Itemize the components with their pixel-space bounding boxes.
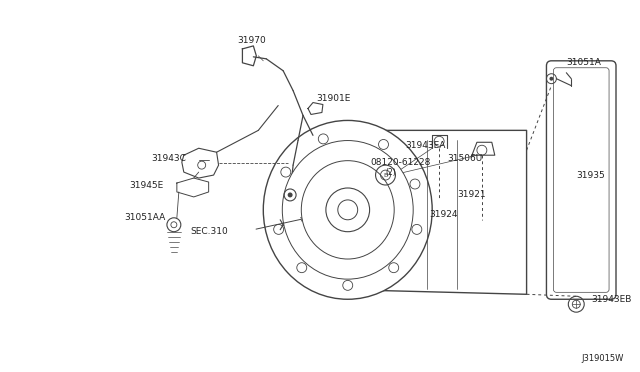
Text: 31901E: 31901E <box>316 94 350 103</box>
Text: 31924: 31924 <box>429 210 458 219</box>
Circle shape <box>549 77 554 81</box>
Text: 31051A: 31051A <box>566 58 601 67</box>
Text: 31921: 31921 <box>457 190 486 199</box>
FancyBboxPatch shape <box>547 61 616 299</box>
Text: J319015W: J319015W <box>582 355 624 363</box>
Text: 31970: 31970 <box>237 36 266 45</box>
Ellipse shape <box>282 141 413 279</box>
Ellipse shape <box>301 161 394 259</box>
Text: 31943C: 31943C <box>151 154 186 163</box>
Circle shape <box>171 222 177 228</box>
Text: 08120-61228: 08120-61228 <box>371 158 431 167</box>
Text: 31945E: 31945E <box>129 180 163 189</box>
Text: 31051AA: 31051AA <box>124 213 166 222</box>
Ellipse shape <box>263 121 432 299</box>
Circle shape <box>287 192 292 198</box>
Text: SEC.310: SEC.310 <box>191 227 228 236</box>
Text: (2): (2) <box>385 168 396 177</box>
Text: B: B <box>383 173 388 177</box>
Text: 31506U: 31506U <box>447 154 483 163</box>
Text: 31943EA: 31943EA <box>405 141 445 150</box>
Text: 31935: 31935 <box>576 171 605 180</box>
Text: 31943EB: 31943EB <box>591 295 632 304</box>
